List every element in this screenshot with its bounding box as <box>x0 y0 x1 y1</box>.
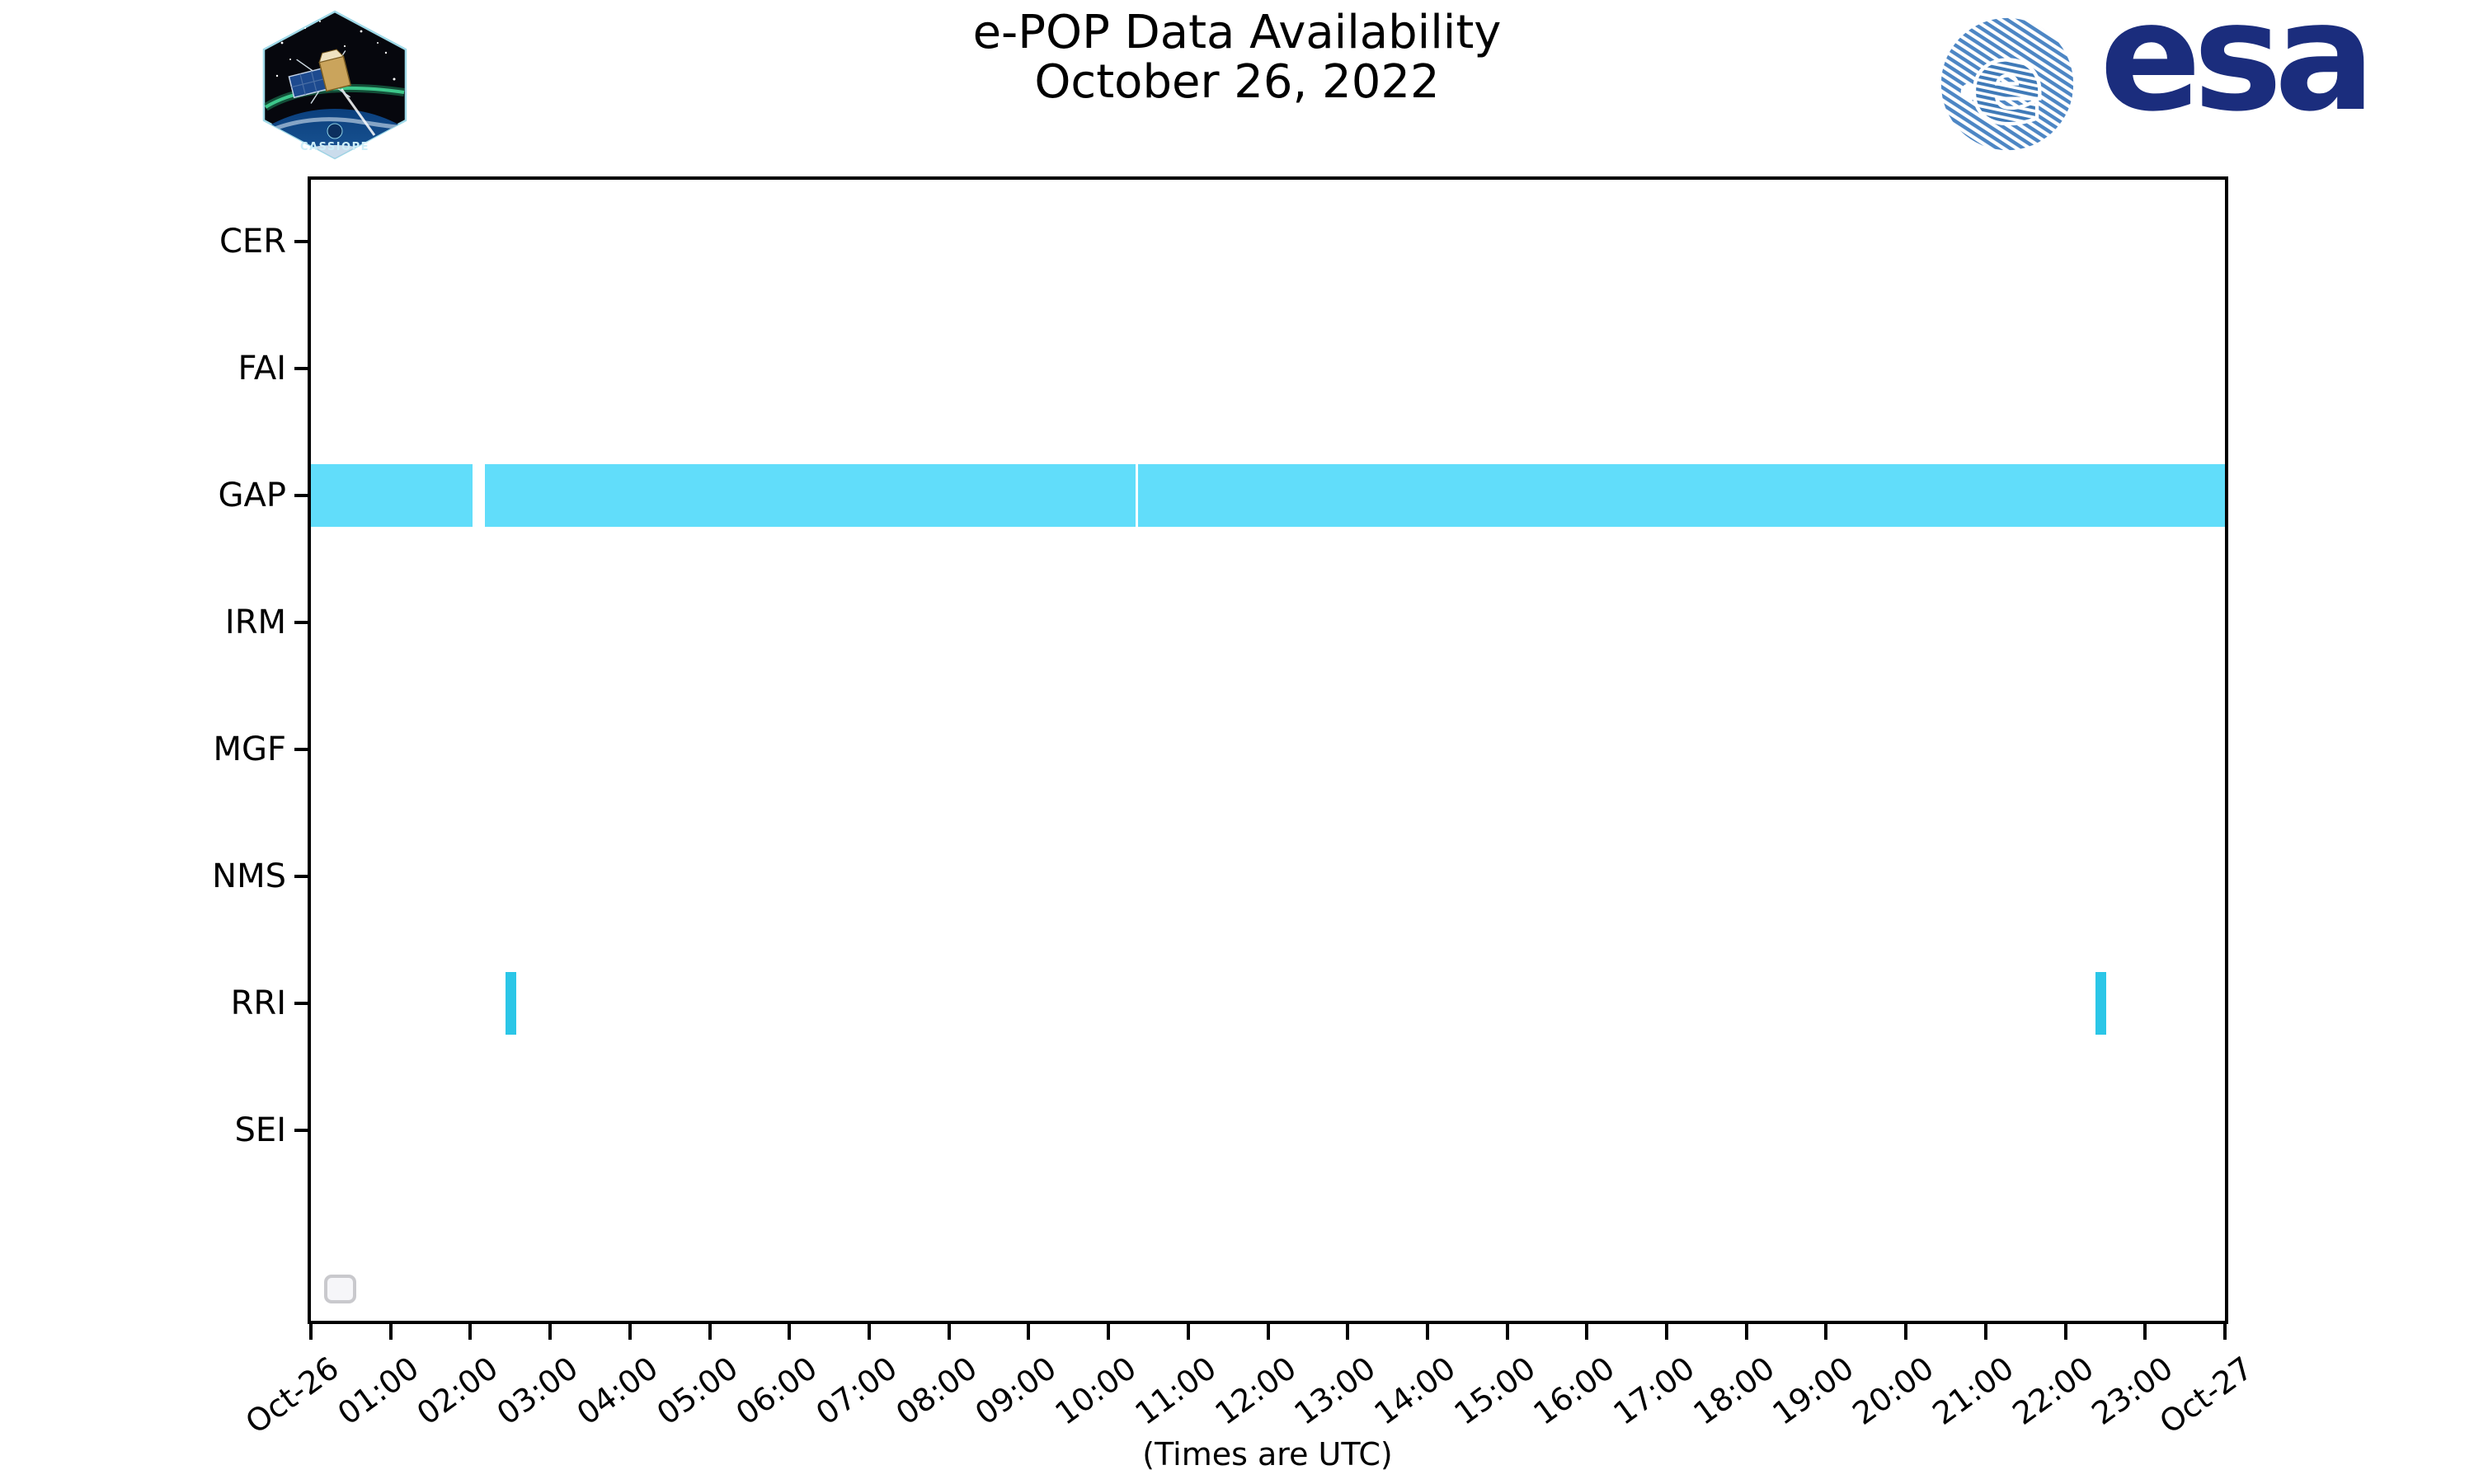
x-tick-03:00 <box>548 1324 553 1340</box>
availability-bar-GAP-1 <box>311 464 473 527</box>
y-tick-NMS <box>294 875 308 878</box>
x-tick-Oct-26 <box>309 1324 313 1340</box>
y-tick-IRM <box>294 621 308 624</box>
x-label-02:00: 02:00 <box>410 1350 506 1432</box>
esa-logo: e esa <box>1938 0 2376 160</box>
availability-bar-GAP-3 <box>1137 464 2225 527</box>
x-label-15:00: 15:00 <box>1447 1350 1542 1432</box>
x-label-04:00: 04:00 <box>570 1350 665 1432</box>
x-label-01:00: 01:00 <box>331 1350 426 1432</box>
x-label-07:00: 07:00 <box>809 1350 904 1432</box>
esa-globe-icon: e <box>1940 17 2074 151</box>
x-tick-14:00 <box>1425 1324 1429 1340</box>
availability-bar-GAP-2 <box>484 464 1136 527</box>
esa-globe-dot <box>1960 83 1978 101</box>
x-tick-17:00 <box>1665 1324 1669 1340</box>
x-label-11:00: 11:00 <box>1128 1350 1223 1432</box>
y-tick-SEI <box>294 1129 308 1132</box>
x-tick-06:00 <box>788 1324 792 1340</box>
title-line-1: e-POP Data Availability <box>972 6 1502 59</box>
x-tick-08:00 <box>947 1324 951 1340</box>
y-label-MGF: MGF <box>213 730 286 768</box>
x-tick-15:00 <box>1505 1324 1509 1340</box>
x-label-18:00: 18:00 <box>1686 1350 1781 1432</box>
x-label-12:00: 12:00 <box>1207 1350 1303 1432</box>
y-label-IRM: IRM <box>224 603 286 641</box>
y-label-GAP: GAP <box>218 477 286 514</box>
x-label-08:00: 08:00 <box>889 1350 984 1432</box>
cassiope-mission-patch-logo: CASSIOPE <box>262 10 407 160</box>
x-label-10:00: 10:00 <box>1048 1350 1143 1432</box>
x-tick-13:00 <box>1346 1324 1350 1340</box>
empty-legend-box <box>324 1275 356 1303</box>
cassiope-patch-text: CASSIOPE <box>300 141 369 153</box>
y-tick-CER <box>294 240 308 243</box>
y-label-SEI: SEI <box>234 1111 286 1149</box>
x-tick-07:00 <box>867 1324 871 1340</box>
title-line-2: October 26, 2022 <box>1034 55 1440 109</box>
x-tick-10:00 <box>1107 1324 1111 1340</box>
x-label-Oct-26: Oct-26 <box>238 1350 346 1441</box>
y-label-FAI: FAI <box>238 350 287 387</box>
esa-wordmark: esa <box>2100 0 2376 144</box>
patch-satellite <box>288 49 352 104</box>
y-label-CER: CER <box>219 223 286 261</box>
y-label-NMS: NMS <box>212 857 286 895</box>
patch-beam <box>340 88 376 136</box>
x-tick-21:00 <box>1983 1324 1987 1340</box>
y-tick-GAP <box>294 494 308 497</box>
patch-stars <box>275 21 396 81</box>
x-label-Oct-27: Oct-27 <box>2152 1350 2260 1441</box>
x-tick-12:00 <box>1266 1324 1270 1340</box>
availability-bar-RRI-1 <box>505 972 517 1035</box>
x-label-16:00: 16:00 <box>1526 1350 1622 1432</box>
x-label-06:00: 06:00 <box>729 1350 825 1432</box>
x-tick-23:00 <box>2143 1324 2147 1340</box>
x-label-05:00: 05:00 <box>649 1350 745 1432</box>
x-label-22:00: 22:00 <box>2005 1350 2100 1432</box>
x-tick-18:00 <box>1744 1324 1748 1340</box>
y-tick-RRI <box>294 1002 308 1005</box>
x-label-21:00: 21:00 <box>1926 1350 2020 1432</box>
chart-title: e-POP Data Availability October 26, 2022 <box>973 8 1502 107</box>
x-tick-09:00 <box>1027 1324 1031 1340</box>
x-tick-05:00 <box>708 1324 712 1340</box>
x-tick-04:00 <box>628 1324 632 1340</box>
x-tick-Oct-27 <box>2223 1324 2227 1340</box>
x-tick-02:00 <box>468 1324 473 1340</box>
x-tick-22:00 <box>2063 1324 2067 1340</box>
x-tick-20:00 <box>1904 1324 1908 1340</box>
x-tick-11:00 <box>1186 1324 1190 1340</box>
x-label-20:00: 20:00 <box>1846 1350 1941 1432</box>
x-label-19:00: 19:00 <box>1766 1350 1861 1432</box>
x-tick-16:00 <box>1585 1324 1589 1340</box>
x-label-13:00: 13:00 <box>1287 1350 1383 1432</box>
y-label-RRI: RRI <box>230 984 286 1022</box>
availability-bar-RRI-2 <box>2095 972 2106 1035</box>
x-axis-label: (Times are UTC) <box>1142 1436 1393 1472</box>
availability-plot-area <box>308 176 2228 1324</box>
esa-globe-e: e <box>1972 23 2044 146</box>
x-tick-01:00 <box>388 1324 393 1340</box>
x-label-03:00: 03:00 <box>490 1350 585 1432</box>
y-tick-MGF <box>294 748 308 751</box>
x-label-14:00: 14:00 <box>1367 1350 1462 1432</box>
x-label-09:00: 09:00 <box>968 1350 1064 1432</box>
x-tick-19:00 <box>1824 1324 1828 1340</box>
x-label-17:00: 17:00 <box>1606 1350 1701 1432</box>
y-tick-FAI <box>294 367 308 370</box>
